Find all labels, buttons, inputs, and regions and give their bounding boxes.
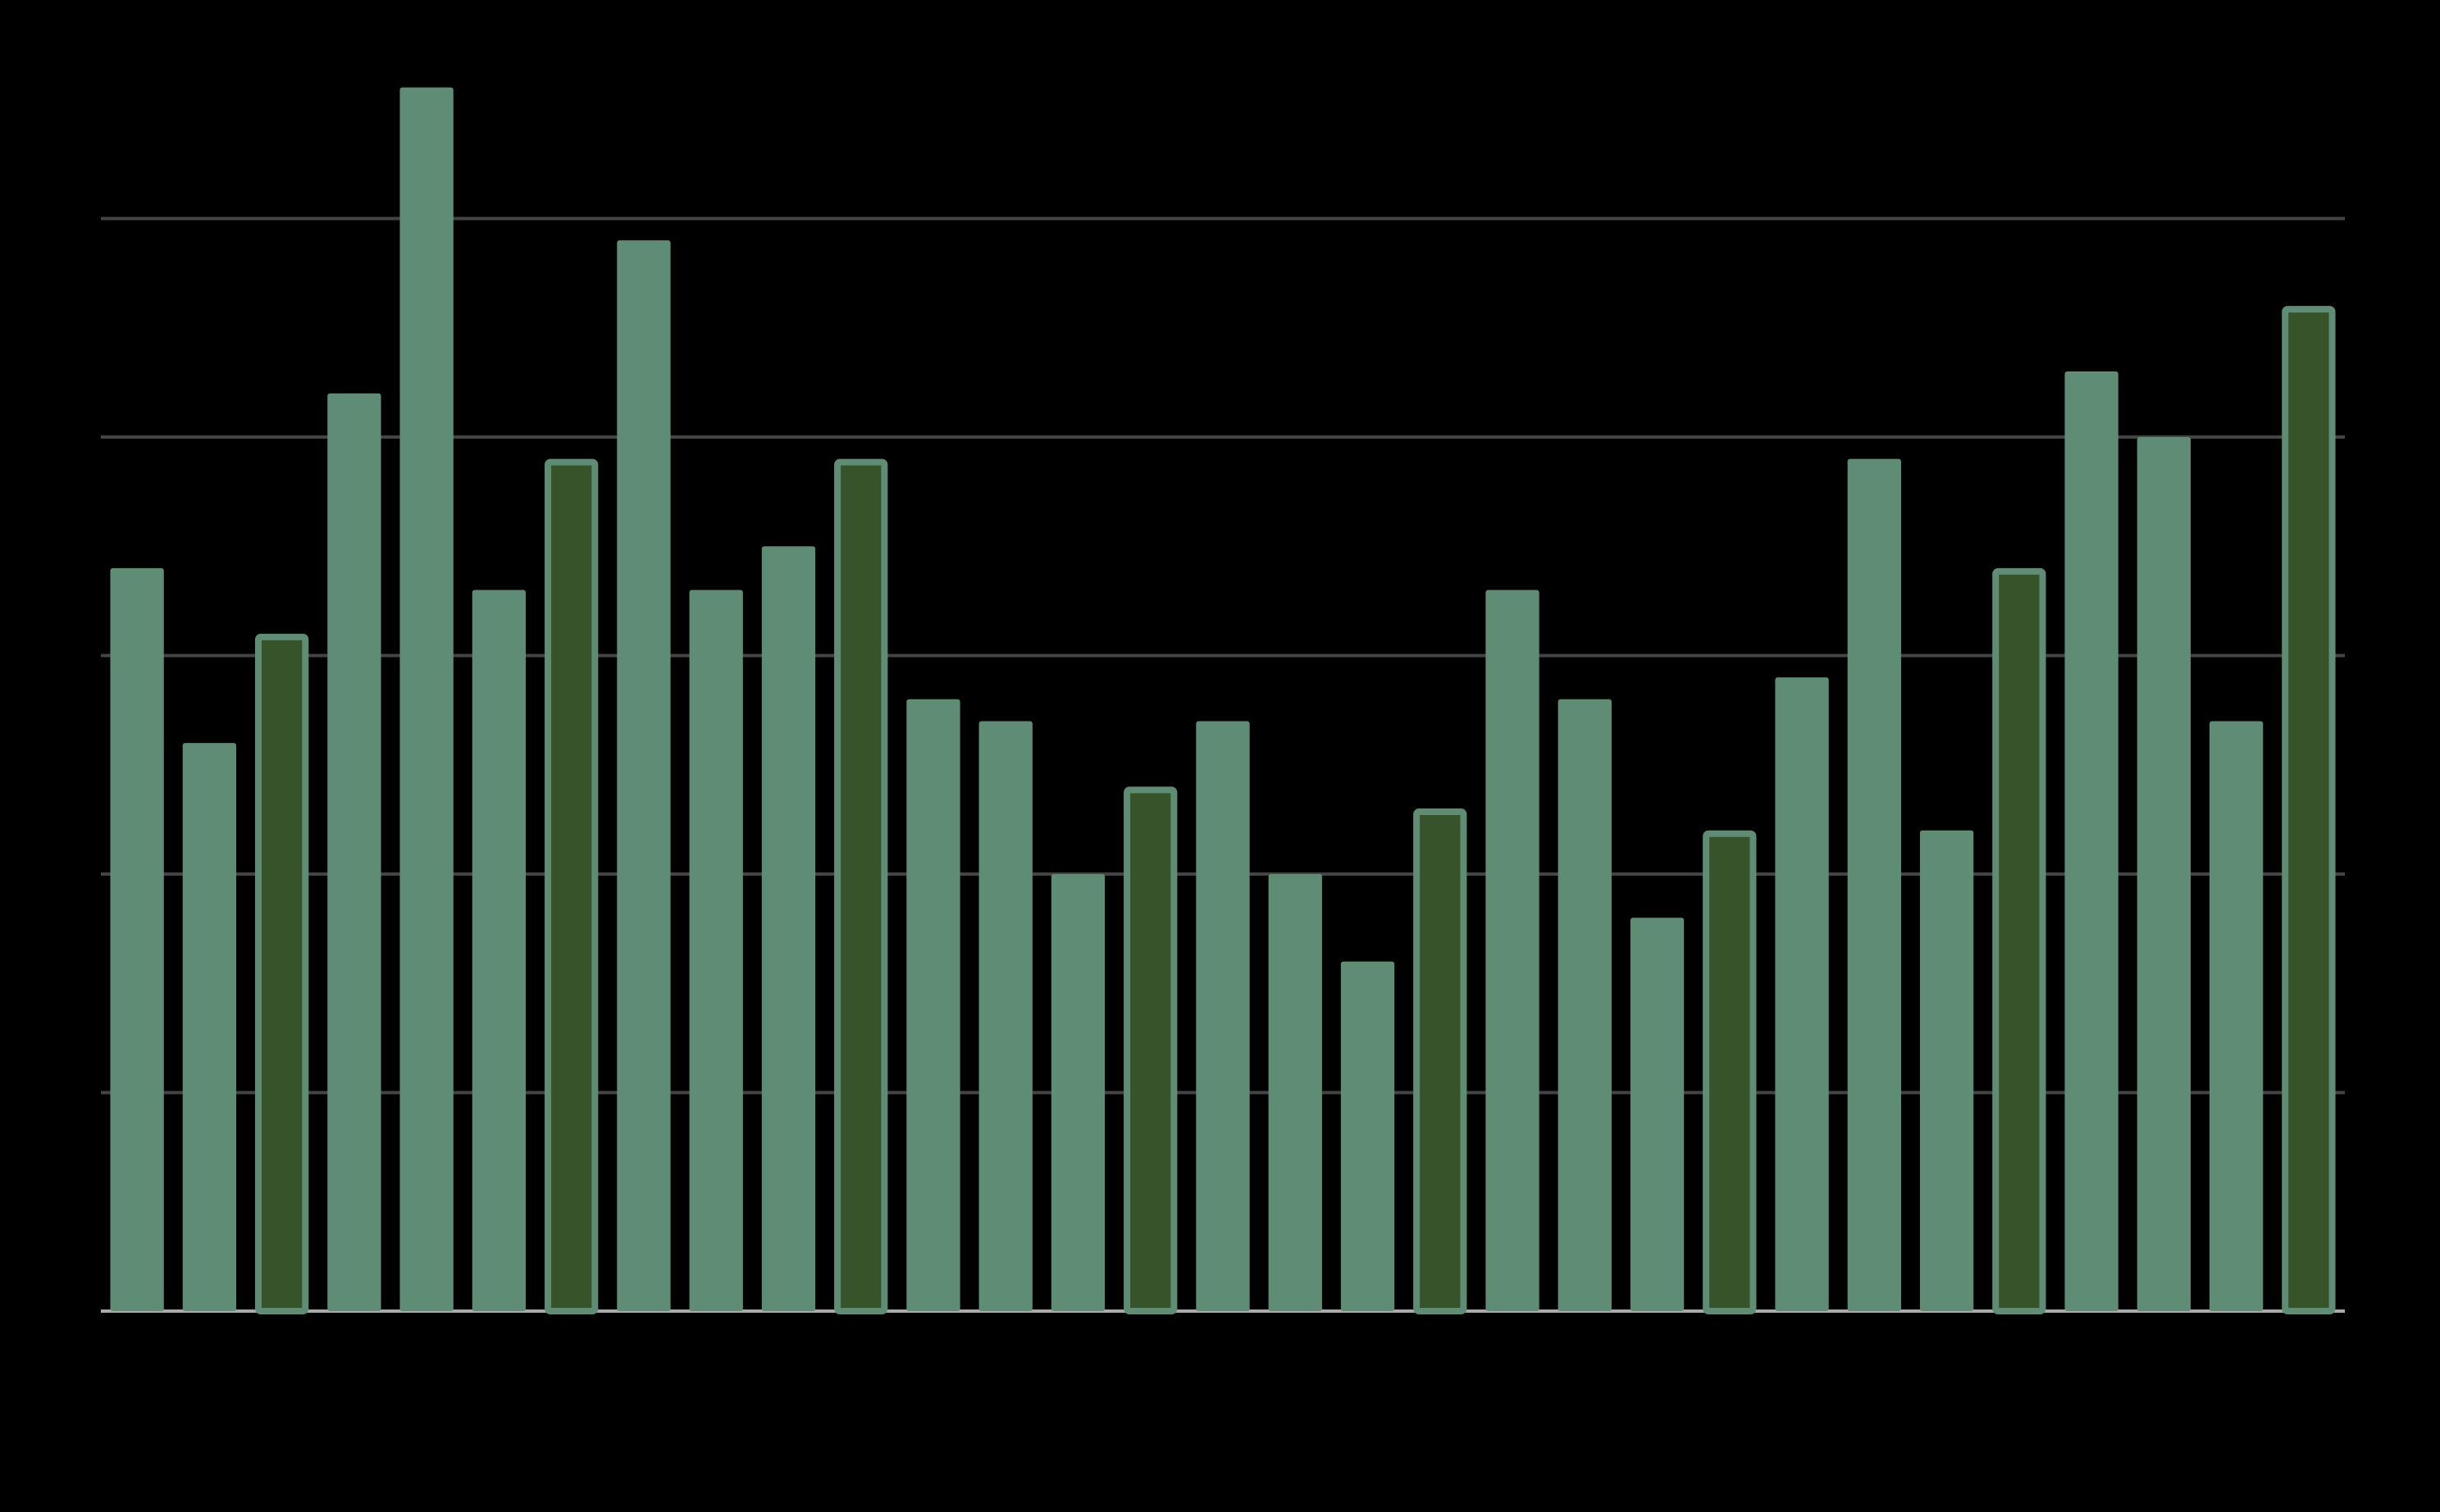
bar [761,546,816,1311]
bar [1775,677,1829,1311]
bar [1124,786,1178,1314]
bar [399,87,454,1312]
bar [834,458,888,1314]
bar [2209,721,2264,1311]
bar [182,743,237,1311]
bar [254,633,309,1314]
bar [2282,306,2336,1315]
bar [689,590,743,1311]
bar [1268,874,1322,1311]
bar [110,567,164,1311]
bar [1413,808,1467,1314]
bar [1992,567,2046,1314]
bar [545,458,599,1314]
bar [1919,830,1974,1311]
bar [2137,437,2191,1311]
bar [1485,590,1539,1311]
bar [978,721,1033,1311]
bar [1557,699,1612,1311]
bar [2064,371,2118,1311]
bar [1340,961,1395,1311]
bar [906,699,960,1311]
bar [1196,721,1250,1311]
bar [1703,830,1757,1314]
bar [1630,918,1685,1311]
bar [472,590,527,1311]
bar [1847,458,1901,1311]
bar [617,240,671,1311]
bar [1051,874,1106,1311]
bar [327,393,381,1312]
